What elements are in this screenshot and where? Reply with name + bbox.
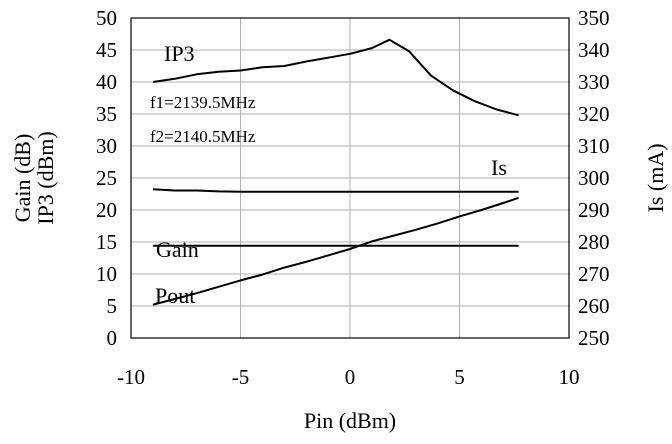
y-left-tick-label: 45 (96, 38, 117, 62)
x-tick-label: -5 (232, 365, 250, 389)
x-tick-label: 10 (559, 365, 580, 389)
x-tick-label: -10 (117, 365, 145, 389)
y-right-tick-label: 340 (578, 38, 610, 62)
tick-labels: -10 -5 0 5 10 0 5 10 15 20 25 30 35 40 45 50 250 260 270 28… (96, 6, 610, 389)
annotation-is: Is (491, 155, 507, 180)
annotation-f2: f2=2140.5MHz (150, 127, 256, 146)
y-right-tick-label: 280 (578, 230, 610, 254)
x-tick-label: 0 (345, 365, 356, 389)
annotation-pout: Pout (155, 283, 195, 308)
y-right-tick-label: 260 (578, 294, 610, 318)
y-right-tick-label: 300 (578, 166, 610, 190)
y-right-tick-label: 330 (578, 70, 610, 94)
y-right-tick-label: 310 (578, 134, 610, 158)
x-axis-title: Pin (dBm) (304, 408, 396, 433)
series-line-pout (152, 196, 519, 306)
y-right-tick-label: 270 (578, 262, 610, 286)
y-axis-left-title-gain: Gain (dB) (10, 134, 35, 223)
annotation-gain: Gain (156, 237, 199, 262)
plot-frame (130, 17, 570, 339)
y-left-tick-label: 15 (96, 230, 117, 254)
y-right-tick-label: 320 (578, 102, 610, 126)
y-left-tick-label: 5 (107, 294, 118, 318)
y-left-tick-label: 40 (96, 70, 117, 94)
series-line-is (152, 188, 519, 193)
y-left-tick-label: 0 (107, 326, 118, 350)
y-axis-right-title: Is (mA) (643, 143, 668, 212)
y-left-tick-label: 10 (96, 262, 117, 286)
y-left-tick-label: 30 (96, 134, 117, 158)
series-lines (152, 38, 519, 306)
annotation-ip3: IP3 (164, 41, 195, 66)
y-left-tick-label: 25 (96, 166, 117, 190)
y-left-tick-label: 50 (96, 6, 117, 30)
y-right-tick-label: 250 (578, 326, 610, 350)
y-axis-left-title-ip3: IP3 (dBm) (33, 131, 58, 225)
y-right-tick-label: 350 (578, 6, 610, 30)
y-left-tick-label: 35 (96, 102, 117, 126)
x-tick-label: 5 (454, 365, 465, 389)
y-left-tick-label: 20 (96, 198, 117, 222)
y-right-tick-label: 290 (578, 198, 610, 222)
series-line-ip3 (152, 38, 519, 117)
annotation-f1: f1=2139.5MHz (150, 93, 256, 112)
